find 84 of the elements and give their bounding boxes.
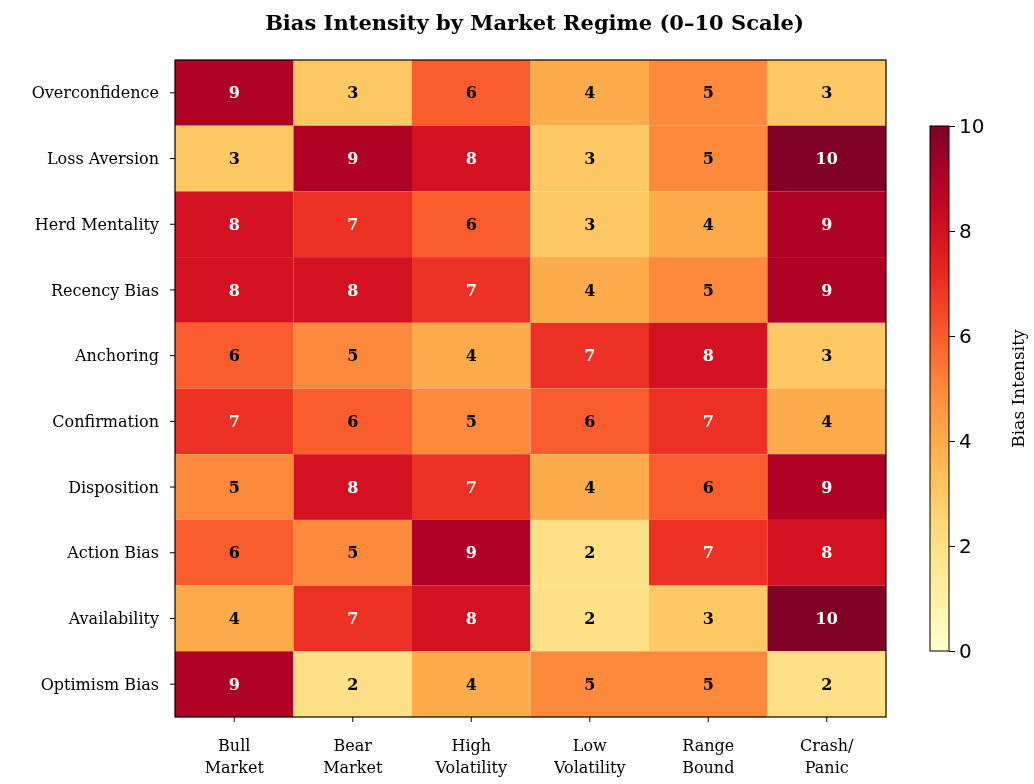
color-bar-label: 10 [959, 113, 985, 138]
data-label: 5 [347, 543, 359, 563]
y-tick-label: Anchoring [73, 346, 159, 366]
color-bar-label: 8 [959, 218, 972, 243]
data-label: 2 [584, 609, 596, 629]
data-label: 7 [584, 346, 596, 366]
y-tick-label: Herd Mentality [34, 214, 159, 234]
data-label: 5 [702, 149, 714, 169]
data-label: 5 [465, 411, 477, 431]
color-bar-label: 0 [959, 638, 972, 663]
x-tick-label: Low Volatility [552, 736, 626, 777]
data-label: 7 [702, 411, 714, 431]
color-bar-title: Bias Intensity [1008, 328, 1028, 448]
data-label: 3 [584, 214, 596, 234]
data-label: 5 [702, 674, 714, 694]
data-label: 4 [228, 609, 240, 629]
data-label: 5 [228, 477, 240, 497]
data-label: 8 [347, 477, 359, 497]
y-tick-label: Disposition [68, 477, 159, 497]
data-label: 9 [465, 543, 477, 563]
data-label: 9 [821, 214, 833, 234]
data-label: 5 [347, 346, 359, 366]
data-label: 8 [228, 280, 240, 300]
data-label: 8 [465, 149, 477, 169]
data-label: 9 [821, 280, 833, 300]
data-label: 4 [465, 346, 477, 366]
data-label: 5 [702, 83, 714, 103]
data-label: 10 [815, 149, 838, 169]
x-tick-label: High Volatility [434, 736, 508, 777]
data-label: 6 [702, 477, 714, 497]
data-label: 6 [347, 411, 359, 431]
data-label: 4 [821, 411, 833, 431]
data-label: 8 [702, 346, 714, 366]
x-tick-label: Bear Market [323, 736, 383, 777]
data-label: 5 [584, 674, 596, 694]
data-label: 4 [584, 280, 596, 300]
data-label: 7 [347, 214, 359, 234]
data-label: 4 [584, 83, 596, 103]
data-label: 3 [702, 609, 714, 629]
y-tick-label: Availability [67, 609, 159, 629]
data-label: 5 [702, 280, 714, 300]
data-label: 7 [702, 543, 714, 563]
data-label: 2 [584, 543, 596, 563]
data-label: 6 [228, 543, 240, 563]
y-tick-label: Loss Aversion [46, 149, 159, 169]
color-bar-label: 2 [959, 533, 972, 558]
data-label: 3 [347, 83, 359, 103]
data-label: 9 [228, 674, 240, 694]
x-tick-label: Crash/ Panic [800, 736, 855, 777]
y-tick-label: Overconfidence [31, 83, 159, 103]
data-label: 4 [702, 214, 714, 234]
y-tick-label: Recency Bias [51, 280, 159, 300]
data-label: 7 [347, 609, 359, 629]
data-label: 7 [465, 477, 477, 497]
color-bar-label: 6 [959, 323, 972, 348]
data-label: 8 [821, 543, 833, 563]
x-tick-label: Bull Market [204, 736, 265, 777]
data-label: 8 [228, 214, 240, 234]
data-label: 10 [815, 609, 838, 629]
data-label: 3 [584, 149, 596, 169]
x-tick-label: Range Bound [682, 736, 735, 777]
color-bar-label: 4 [959, 428, 972, 453]
data-label: 9 [228, 83, 240, 103]
data-label: 7 [465, 280, 477, 300]
y-tick-label: Action Bias [66, 543, 159, 563]
data-label: 6 [465, 214, 477, 234]
data-label: 3 [821, 83, 833, 103]
data-label: 3 [821, 346, 833, 366]
data-label: 6 [584, 411, 596, 431]
chart-title: Bias Intensity by Market Regime (0–10 Scale) [265, 10, 804, 35]
data-label: 6 [465, 83, 477, 103]
data-label: 8 [347, 280, 359, 300]
y-tick-label: Optimism Bias [40, 674, 159, 694]
y-tick-label: Confirmation [52, 411, 159, 431]
data-label: 8 [465, 609, 477, 629]
data-label: 4 [465, 674, 477, 694]
data-label: 6 [228, 346, 240, 366]
data-label: 4 [584, 477, 596, 497]
data-label: 9 [821, 477, 833, 497]
data-label: 2 [347, 674, 359, 694]
data-label: 7 [228, 411, 240, 431]
data-label: 3 [228, 149, 240, 169]
data-label: 9 [347, 149, 359, 169]
data-label: 2 [821, 674, 833, 694]
